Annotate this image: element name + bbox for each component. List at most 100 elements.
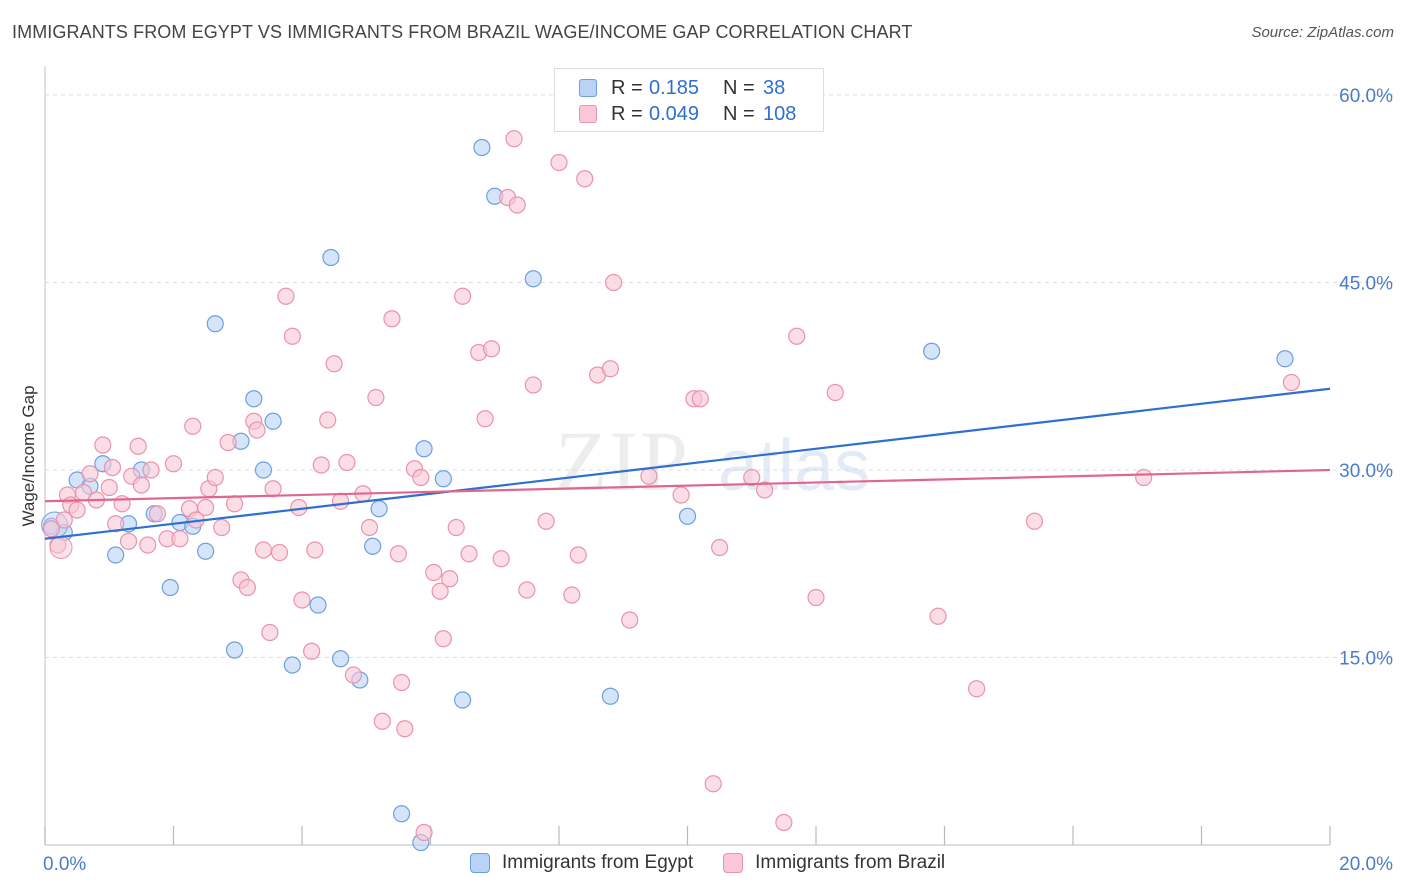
- y-tick-label: 60.0%: [1339, 86, 1393, 107]
- brazil-point: [129, 437, 147, 455]
- brazil-point: [49, 536, 73, 559]
- brazil-n-value: 108: [763, 102, 797, 125]
- brazil-point: [508, 196, 526, 214]
- brazil-point: [434, 630, 452, 648]
- brazil-point: [425, 563, 443, 582]
- egypt-point: [309, 596, 327, 614]
- watermark: ZIP atlas: [555, 413, 870, 509]
- brazil-point: [569, 546, 587, 564]
- brazil-point: [206, 468, 224, 487]
- x-tick-label: 0.0%: [43, 854, 86, 875]
- brazil-point: [929, 607, 947, 625]
- egypt-point: [331, 650, 350, 668]
- source-label: Source: ZipAtlas.com: [1251, 24, 1394, 41]
- correlation-legend: R = 0.185 N = 38 R = 0.049 N = 108: [554, 68, 824, 132]
- brazil-swatch: [579, 105, 597, 123]
- brazil-point: [42, 520, 61, 538]
- brazil-point: [184, 417, 202, 435]
- brazil-point: [476, 410, 494, 428]
- egypt-point: [225, 641, 244, 659]
- brazil-point: [412, 468, 430, 487]
- brazil-point: [225, 495, 244, 513]
- egypt-point: [245, 390, 263, 408]
- brazil-point: [270, 543, 289, 562]
- brazil-point: [492, 550, 510, 568]
- brazil-r-value: 0.049: [649, 102, 700, 125]
- brazil-point: [312, 456, 330, 474]
- egypt-point: [264, 412, 282, 430]
- brazil-point: [755, 481, 774, 499]
- y-axis-label: Wage/Income Gap: [19, 385, 38, 526]
- brazil-point: [788, 327, 806, 345]
- egypt-point: [601, 687, 620, 705]
- legend-item-egypt[interactable]: Immigrants from Egypt: [470, 852, 693, 874]
- brazil-point: [261, 623, 279, 642]
- egypt-n-value: 38: [763, 76, 786, 99]
- brazil-point: [775, 813, 793, 832]
- brazil-point: [460, 545, 478, 563]
- brazil-point: [132, 476, 150, 494]
- brazil-point: [277, 287, 295, 305]
- brazil-point: [447, 518, 465, 537]
- brazil-point: [640, 467, 658, 485]
- egypt-point: [473, 138, 491, 157]
- watermark-atlas: atlas: [718, 426, 870, 506]
- brazil-point: [293, 591, 311, 609]
- brazil-point: [704, 775, 722, 793]
- egypt-swatch: [579, 79, 597, 97]
- y-tick-label: 45.0%: [1339, 274, 1393, 295]
- brazil-legend-label: Immigrants from Brazil: [755, 852, 946, 873]
- brazil-point: [550, 153, 568, 172]
- brazil-point: [431, 582, 449, 600]
- brazil-point: [344, 666, 362, 684]
- brazil-points: [42, 130, 1301, 842]
- brazil-point: [441, 570, 459, 588]
- egypt-point: [197, 542, 215, 560]
- brazil-point: [148, 505, 167, 523]
- egypt-point: [370, 500, 388, 518]
- legend-item-brazil[interactable]: Immigrants from Brazil: [723, 852, 945, 874]
- egypt-point: [524, 270, 542, 288]
- brazil-point: [621, 611, 639, 629]
- egypt-point: [923, 342, 941, 360]
- brazil-point: [219, 433, 237, 452]
- brazil-point: [1282, 373, 1301, 392]
- brazil-point: [524, 376, 542, 394]
- egypt-point: [454, 691, 472, 709]
- brazil-point: [171, 530, 189, 548]
- egypt-point: [364, 537, 382, 555]
- brazil-point: [505, 130, 523, 148]
- brazil-point: [383, 310, 401, 328]
- brazil-point: [367, 388, 385, 407]
- egypt-r-value: 0.185: [649, 76, 700, 99]
- egypt-r-label: R =: [611, 76, 643, 99]
- x-tick-label: 20.0%: [1339, 854, 1393, 875]
- egypt-trend-line: [44, 387, 1331, 540]
- egypt-point: [322, 248, 340, 267]
- brazil-point: [576, 170, 594, 188]
- brazil-point: [360, 518, 379, 537]
- brazil-point: [807, 588, 825, 607]
- brazil-point: [283, 327, 301, 345]
- brazil-point: [392, 673, 411, 692]
- brazil-point: [338, 453, 356, 472]
- brazil-point: [518, 581, 536, 599]
- watermark-zip: ZIP: [555, 413, 690, 509]
- legend-row-brazil: R = 0.049 N = 108: [579, 102, 796, 126]
- brazil-point: [968, 680, 986, 698]
- y-tick-label: 15.0%: [1339, 649, 1393, 670]
- brazil-point: [103, 458, 122, 477]
- brazil-point: [373, 712, 391, 730]
- brazil-point: [482, 340, 501, 358]
- y-tick-labels: 15.0% 30.0% 45.0% 60.0%: [1339, 86, 1393, 670]
- brazil-point: [601, 360, 620, 378]
- egypt-point: [1276, 350, 1294, 368]
- egypt-point: [678, 507, 697, 525]
- brazil-point: [213, 518, 231, 537]
- brazil-point: [826, 383, 844, 402]
- egypt-n-label: N =: [723, 76, 755, 99]
- brazil-r-label: R =: [611, 102, 643, 125]
- brazil-point: [119, 532, 138, 550]
- brazil-point: [396, 720, 414, 738]
- brazil-point: [743, 468, 761, 487]
